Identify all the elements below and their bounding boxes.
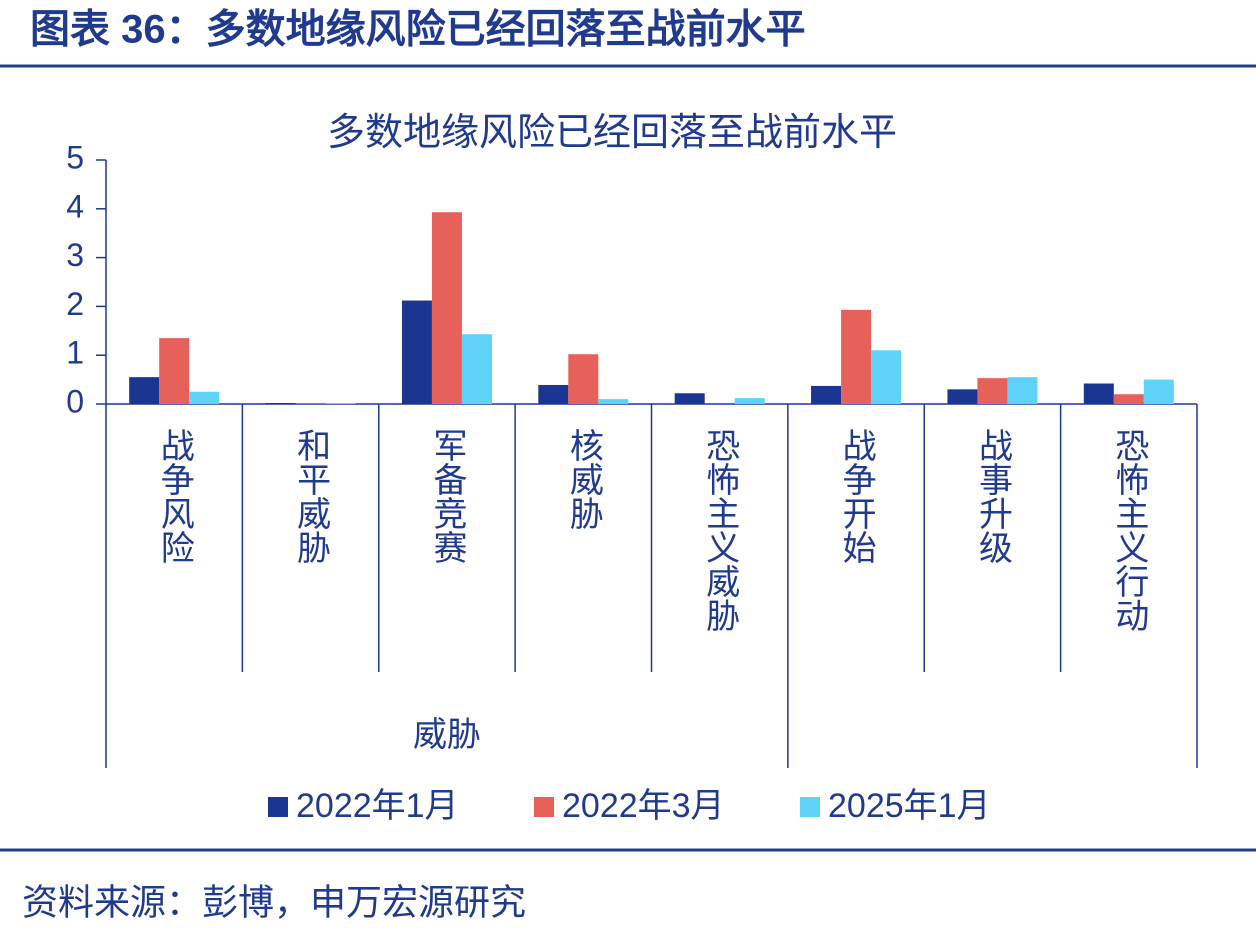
bar [129, 377, 160, 404]
bar [325, 403, 356, 404]
legend-swatch [800, 797, 820, 817]
bar [538, 384, 569, 404]
bar [947, 389, 978, 404]
y-tick-label: 2 [66, 286, 84, 322]
x-tick-label: 军备竞赛 [428, 428, 466, 564]
y-tick-label: 1 [66, 335, 84, 371]
y-tick-label: 5 [66, 139, 84, 175]
legend-swatch [534, 797, 554, 817]
bar [1143, 379, 1174, 404]
bar [871, 350, 902, 404]
bar [431, 212, 462, 404]
legend-label: 2025年1月 [828, 787, 991, 825]
bar [811, 385, 842, 404]
bar [568, 354, 599, 404]
source-note: 资料来源：彭博，申万宏源研究 [22, 882, 526, 923]
bar [841, 309, 872, 404]
group-label: 威胁 [413, 716, 481, 754]
bar [401, 300, 432, 404]
bar [189, 391, 220, 404]
x-tick-label: 核威胁 [564, 428, 602, 530]
y-tick-label: 4 [66, 188, 84, 224]
legend-label: 2022年1月 [296, 787, 459, 825]
bar [295, 403, 326, 404]
chart-title: 多数地缘风险已经回落至战前水平 [327, 112, 897, 154]
bar [734, 398, 765, 404]
bar [1083, 383, 1114, 404]
bar [977, 378, 1008, 404]
x-tick-label: 恐怖主义威胁 [701, 428, 739, 632]
bar [265, 403, 296, 404]
bar [598, 399, 629, 404]
x-tick-label: 战争风险 [155, 428, 193, 564]
x-tick-label: 恐怖主义行动 [1110, 428, 1149, 632]
bar [1007, 377, 1038, 404]
y-tick-label: 3 [66, 237, 84, 273]
y-tick-label: 0 [66, 383, 84, 419]
x-tick-label: 战争开始 [837, 428, 875, 564]
legend-label: 2022年3月 [562, 787, 725, 825]
bar [461, 334, 492, 404]
x-tick-label: 战事升级 [973, 428, 1011, 564]
bar [1113, 394, 1144, 404]
bar [674, 393, 705, 404]
bar [159, 338, 190, 404]
page-title: 图表 36：多数地缘风险已经回落至战前水平 [30, 8, 806, 52]
x-tick-label: 和平威胁 [292, 428, 331, 564]
legend-swatch [268, 797, 288, 817]
